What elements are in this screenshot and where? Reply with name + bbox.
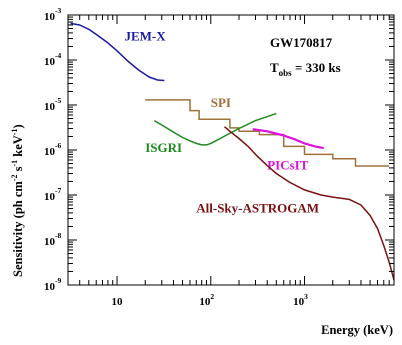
y-label-exp1: -2: [10, 174, 19, 181]
ticks-layer: 10 102 103 10-3 10-4 10-5 10-6 10-7 10-8 10-9: [44, 6, 395, 308]
y-axis-label: Sensitivity (ph cm-2 s-1 keV-1): [10, 124, 25, 277]
series-label-spi: SPI: [211, 95, 231, 110]
annotation-event: GW170817: [270, 35, 333, 50]
y-label-mid1: s: [11, 166, 25, 174]
series-line-jem-x: [70, 22, 165, 82]
x-axis-label: Energy (keV): [321, 323, 393, 337]
y-label-exp3: -1: [10, 128, 19, 135]
y-tick-label: 10-8: [44, 231, 61, 248]
series-line-all-sky-astrogam: [224, 126, 395, 281]
y-tick-label: 10-5: [44, 96, 61, 113]
annotation-tobs-prefix: T: [270, 60, 279, 75]
x-tick-label: 10: [112, 296, 124, 308]
y-tick-label: 10-7: [44, 186, 61, 203]
series-layer: JEM-X SPI ISGRI PICsIT All-Sky-ASTROGAM: [70, 22, 395, 281]
annotation-tobs: Tobs = 330 ks: [270, 60, 341, 78]
annotation-tobs-value: = 330 ks: [292, 60, 341, 75]
y-tick-label: 10-6: [44, 141, 61, 158]
series-label-isgri: ISGRI: [145, 140, 182, 155]
x-tick-label: 103: [293, 292, 308, 308]
series-line-picsit: [252, 128, 324, 150]
y-label-exp2: -1: [10, 160, 19, 167]
series-label-jem-x: JEM-X: [124, 29, 166, 44]
y-label-base: Sensitivity (ph cm: [11, 181, 25, 277]
y-label-mid2: keV: [11, 135, 25, 160]
y-label-end: ): [11, 124, 25, 128]
y-tick-label: 10-3: [44, 6, 61, 23]
y-tick-label: 10-9: [44, 276, 61, 293]
series-label-picsit: PICsIT: [267, 157, 309, 172]
annotation-tobs-sub: obs: [279, 68, 293, 78]
series-label-all-sky-astrogam: All-Sky-ASTROGAM: [196, 200, 319, 215]
x-tick-label: 102: [199, 292, 214, 308]
series-line-spi: [145, 99, 390, 167]
series-line-isgri: [153, 112, 277, 146]
y-tick-label: 10-4: [44, 51, 61, 68]
